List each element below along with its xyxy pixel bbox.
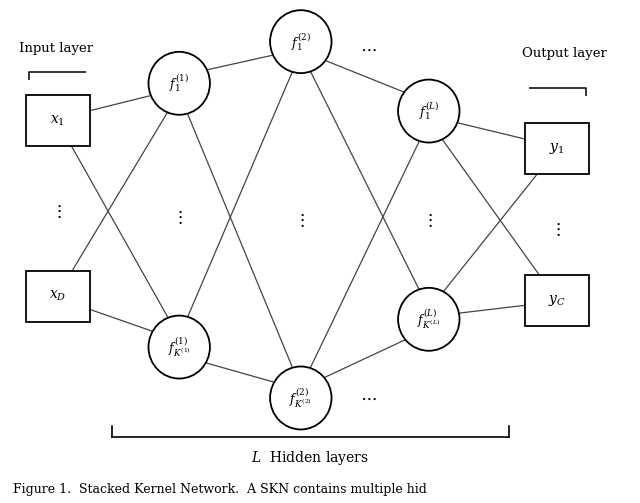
- Text: Input layer: Input layer: [19, 42, 93, 55]
- Text: $x_D$: $x_D$: [49, 289, 67, 303]
- Ellipse shape: [148, 52, 210, 115]
- Ellipse shape: [270, 10, 332, 73]
- Text: $\vdots$: $\vdots$: [175, 209, 183, 226]
- Text: $f_1^{(L)}$: $f_1^{(L)}$: [419, 100, 439, 122]
- Text: $\vdots$: $\vdots$: [425, 211, 433, 229]
- Text: $f_1^{(2)}$: $f_1^{(2)}$: [291, 31, 311, 53]
- Text: $\cdots$: $\cdots$: [360, 389, 376, 407]
- Ellipse shape: [398, 288, 460, 351]
- Text: Output layer: Output layer: [522, 47, 607, 60]
- Text: $x_1$: $x_1$: [51, 113, 65, 128]
- Text: $\vdots$: $\vdots$: [54, 202, 61, 219]
- Text: Figure 1.  Stacked Kernel Network.  A SKN contains multiple hid: Figure 1. Stacked Kernel Network. A SKN …: [13, 483, 427, 496]
- FancyBboxPatch shape: [26, 271, 90, 321]
- FancyBboxPatch shape: [26, 95, 90, 146]
- Ellipse shape: [398, 79, 460, 142]
- Text: $f_1^{(1)}$: $f_1^{(1)}$: [169, 72, 189, 94]
- Text: $f_{K^{(L)}}^{(L)}$: $f_{K^{(L)}}^{(L)}$: [417, 308, 440, 331]
- FancyBboxPatch shape: [525, 275, 589, 326]
- Text: $y_C$: $y_C$: [548, 293, 566, 308]
- Text: $\cdots$: $\cdots$: [360, 40, 376, 57]
- Text: $f_{K^{(2)}}^{(2)}$: $f_{K^{(2)}}^{(2)}$: [289, 386, 312, 409]
- Text: $\vdots$: $\vdots$: [297, 211, 305, 229]
- FancyBboxPatch shape: [525, 123, 589, 174]
- Text: $f_{K^{(1)}}^{(1)}$: $f_{K^{(1)}}^{(1)}$: [168, 336, 191, 359]
- Ellipse shape: [148, 315, 210, 379]
- Text: $\vdots$: $\vdots$: [553, 220, 561, 238]
- Ellipse shape: [270, 367, 332, 430]
- Text: $y_1$: $y_1$: [549, 140, 564, 155]
- Text: $L$  Hidden layers: $L$ Hidden layers: [252, 449, 369, 467]
